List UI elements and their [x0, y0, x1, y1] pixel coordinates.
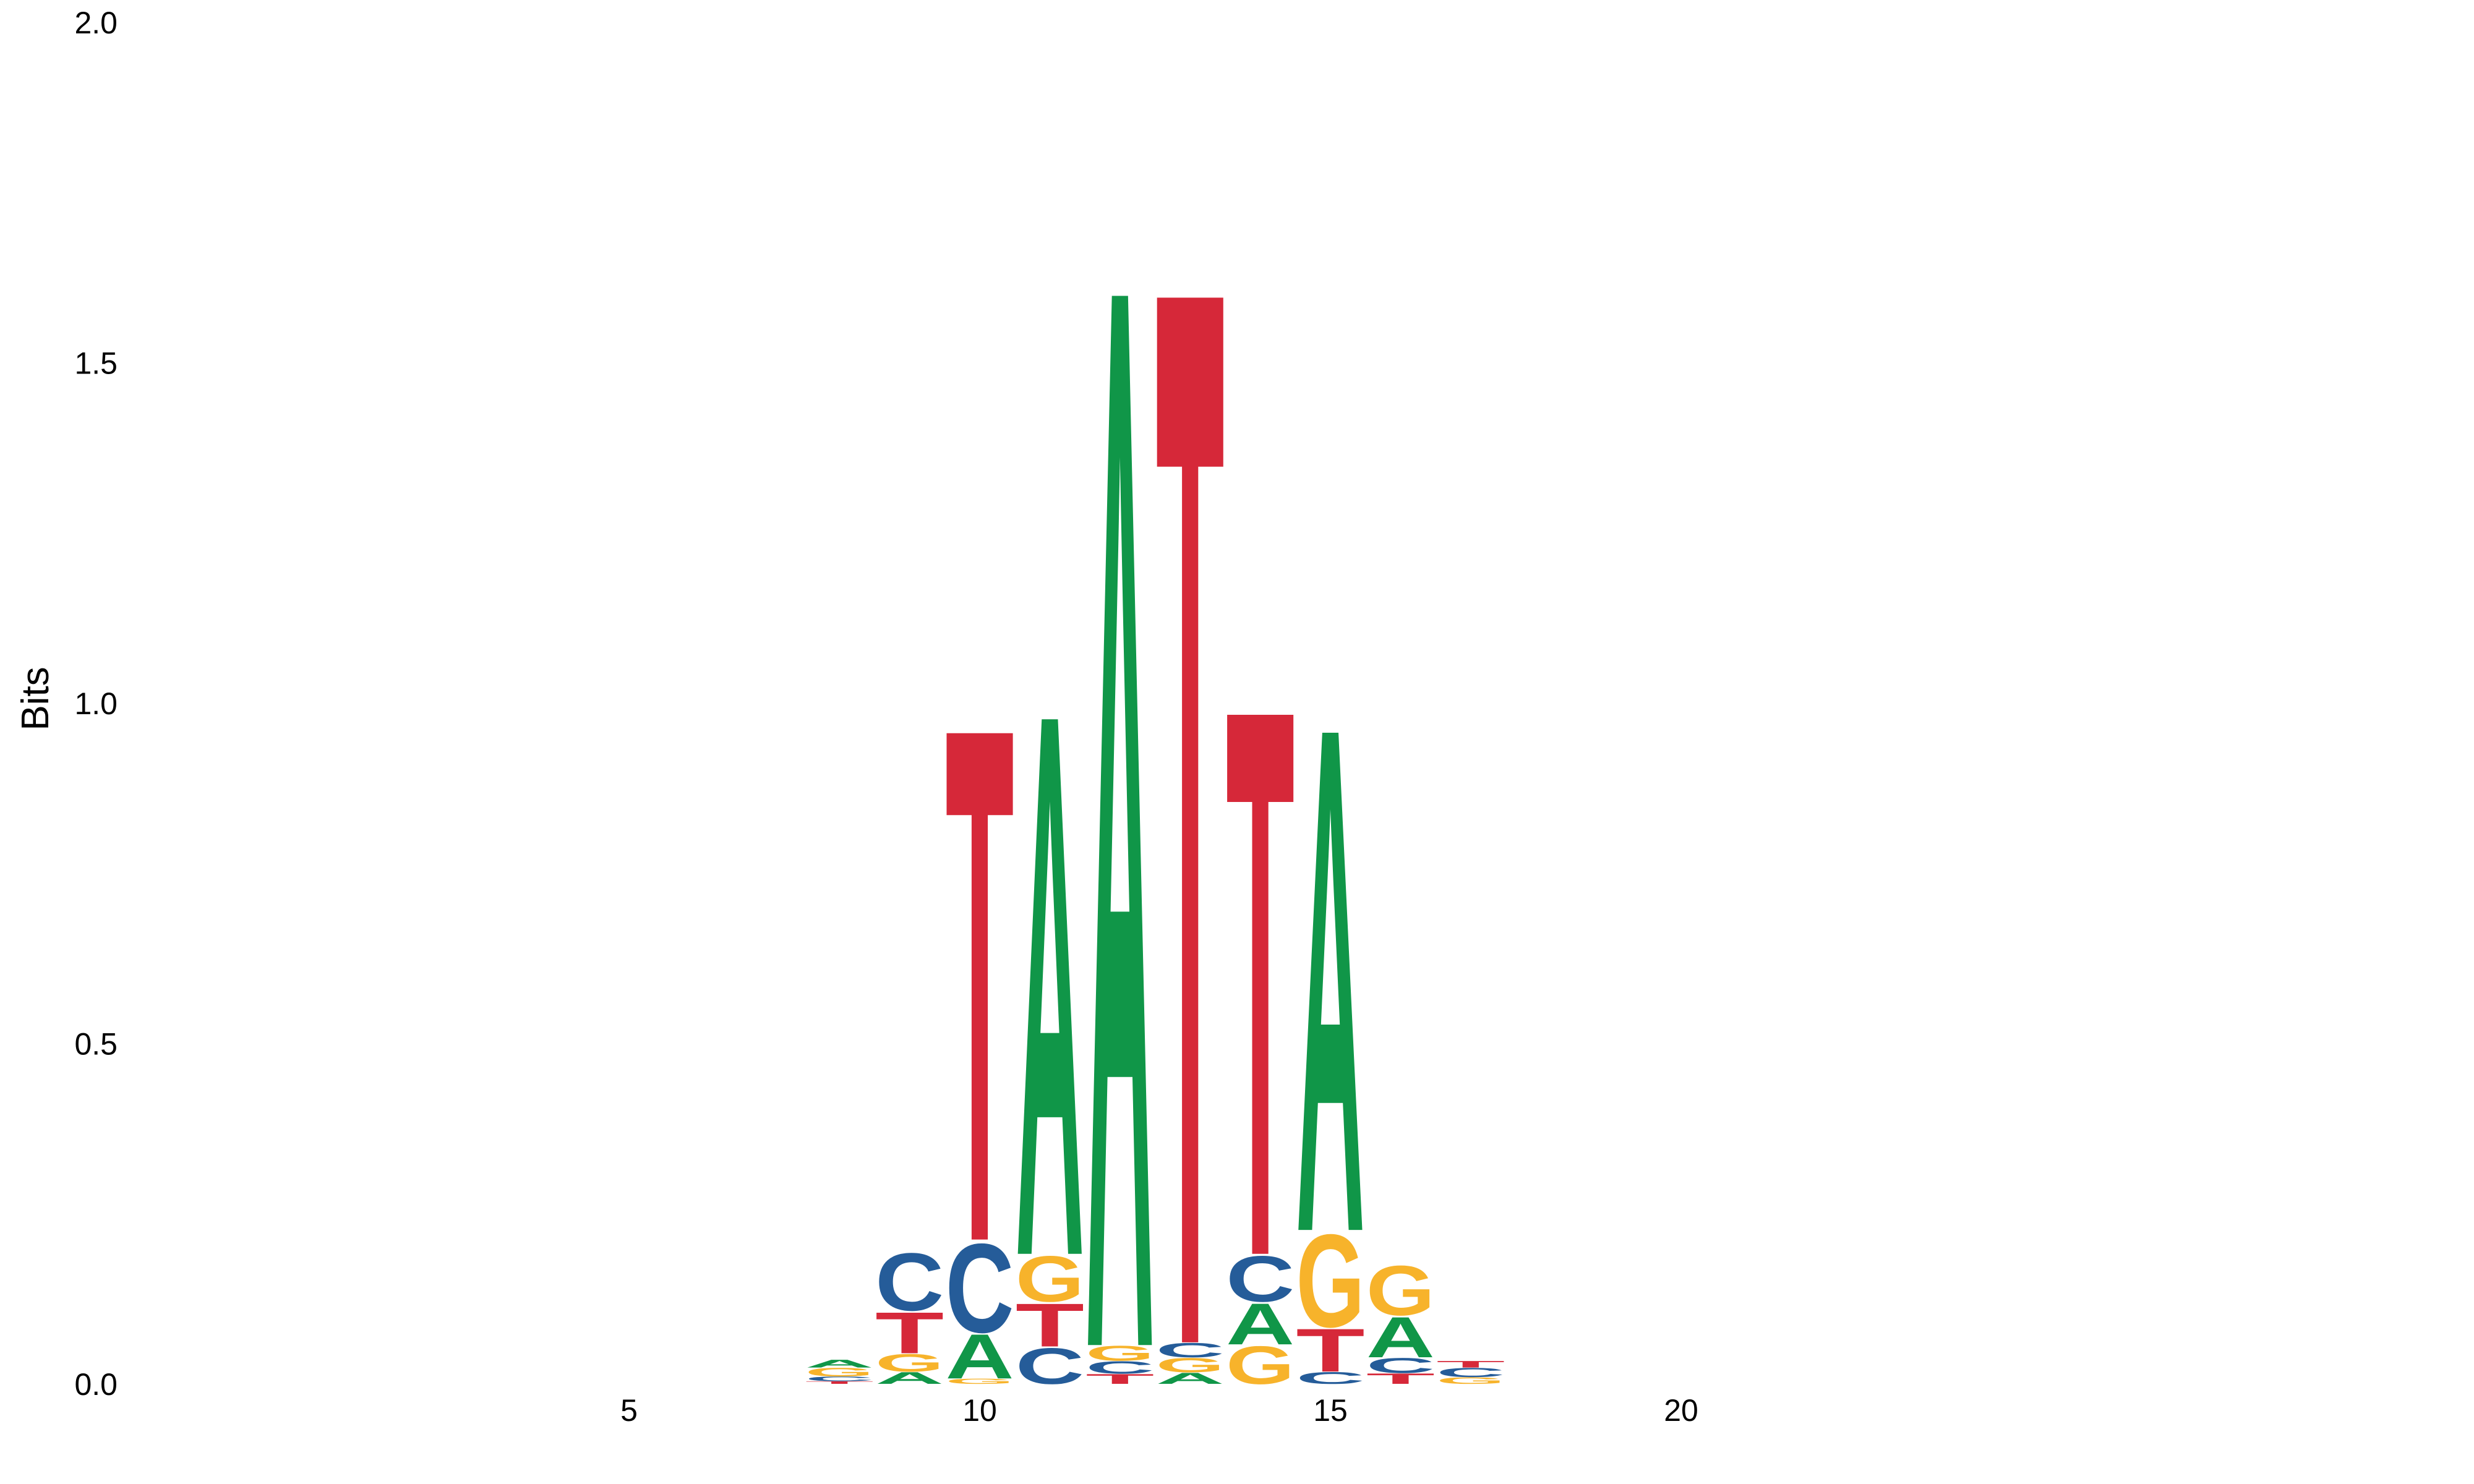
y-tick-label: 1.0 [74, 686, 118, 721]
logo-letter-C: C [1226, 1242, 1295, 1315]
y-tick-label: 2.0 [74, 6, 118, 40]
logo-letter-C: C [805, 1375, 874, 1383]
y-axis-title: Bits [14, 667, 57, 730]
x-tick-label: 5 [620, 1393, 638, 1428]
x-tick-label: 10 [962, 1393, 997, 1428]
logo-letter-C: C [1016, 1337, 1084, 1395]
logo-letter-G: G [805, 1365, 874, 1379]
logo-letter-T: T [1016, 1291, 1084, 1360]
logo-letter-A: A [1085, 0, 1154, 1484]
logo-letter-T: T [1366, 1370, 1435, 1387]
logo-letter-G: G [1085, 1341, 1154, 1365]
logo-letter-G: G [1436, 1375, 1505, 1386]
logo-letter-A: A [805, 1357, 874, 1370]
logo-letter-A: A [945, 1321, 1014, 1392]
y-tick-label: 0.5 [74, 1027, 118, 1062]
logo-letter-T: T [1226, 545, 1295, 1420]
y-tick-label: 1.5 [74, 346, 118, 381]
logo-letter-T: T [1436, 1359, 1505, 1370]
y-axis: 0.0 0.5 1.0 1.5 2.0 [74, 6, 118, 1402]
logo-letter-C: C [875, 1237, 944, 1328]
logo-letter-A: A [1296, 576, 1364, 1384]
logo-letter-T: T [805, 1381, 874, 1385]
logo-letter-G: G [945, 1377, 1014, 1385]
y-tick-label: 0.0 [74, 1367, 118, 1402]
logo-letter-G: G [1016, 1242, 1084, 1316]
x-tick-label: 20 [1664, 1393, 1698, 1428]
logo-letter-C: C [1296, 1369, 1364, 1388]
logo-letter-A: A [1226, 1292, 1295, 1357]
logo-letter-G: G [1296, 1206, 1364, 1355]
logo-letter-T: T [1085, 1371, 1154, 1387]
logo-letter-C: C [1085, 1358, 1154, 1378]
logo-letter-T: T [945, 574, 1014, 1396]
logo-letter-A: A [1016, 551, 1084, 1419]
logo-letter-C: C [945, 1218, 1014, 1360]
logo-letter-G: G [875, 1349, 944, 1377]
logo-letter-T: T [1296, 1316, 1364, 1384]
logo-letter-C: C [1436, 1365, 1505, 1380]
logo-letter-C: C [1156, 1339, 1225, 1362]
logo-letter-A: A [1156, 1370, 1225, 1388]
logo-letter-C: C [1366, 1354, 1435, 1378]
logo-letter-A: A [875, 1369, 944, 1388]
logo-letter-T: T [875, 1300, 944, 1366]
x-tick-label: 15 [1313, 1393, 1348, 1428]
logo-letter-T: T [1156, 0, 1225, 1484]
logo-letter-A: A [1366, 1305, 1435, 1370]
logo-letter-G: G [1226, 1336, 1295, 1396]
logo-letter-G: G [1366, 1252, 1435, 1331]
x-axis: 5 10 15 20 [620, 1393, 1698, 1428]
logo-letter-G: G [1156, 1354, 1225, 1376]
